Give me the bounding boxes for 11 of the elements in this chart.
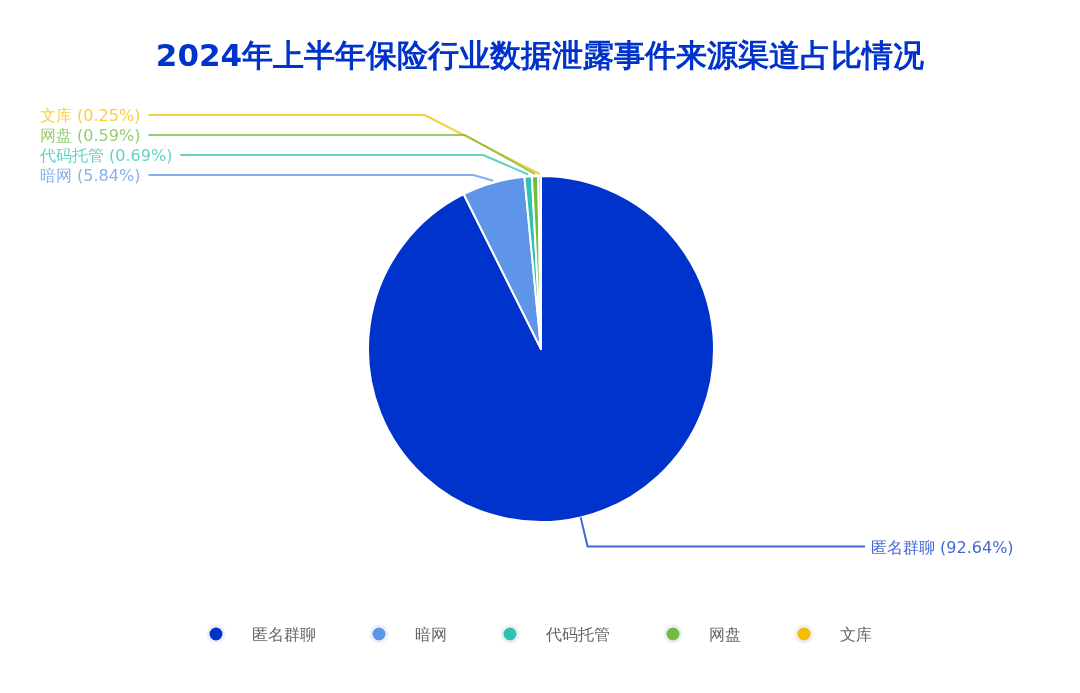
legend-label: 代码托管 [545,625,610,644]
category-label: 暗网 (5.84%) [40,166,141,185]
category-label: 网盘 (0.59%) [40,126,141,145]
legend-label: 匿名群聊 [252,625,316,644]
category-label: 代码托管 (0.69%) [40,146,173,165]
legend-label: 网盘 [709,625,741,644]
legend-label: 文库 [840,625,872,644]
legend-label: 暗网 [415,625,447,644]
category-label: 匿名群聊 (92.64%) [871,537,1014,557]
chart-title: 2024年上半年保险行业数据泄露事件来源渠道占比情况 [155,37,926,73]
category-label: 文库 (0.25%) [40,106,141,125]
